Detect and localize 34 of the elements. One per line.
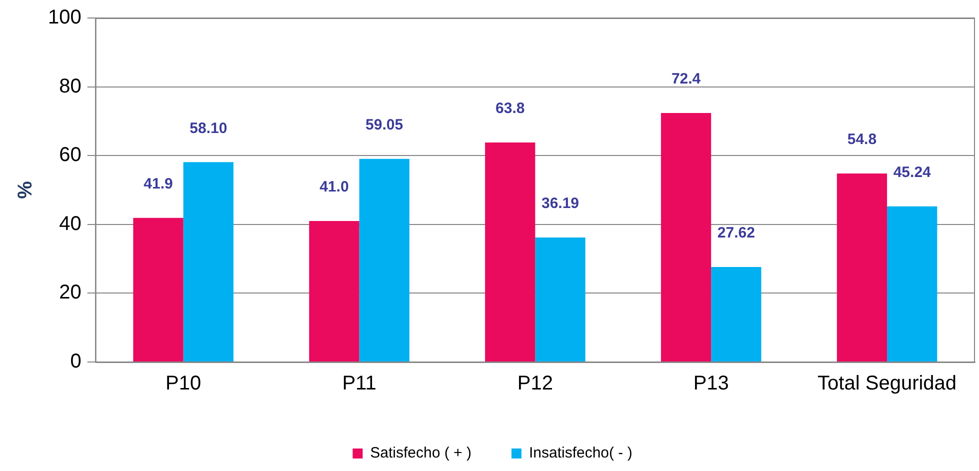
bar <box>183 162 234 362</box>
bar <box>535 238 586 362</box>
data-label: 27.62 <box>717 224 755 242</box>
bar <box>133 218 184 362</box>
x-tick-label: P13 <box>693 372 729 395</box>
data-label: 41.9 <box>144 176 173 193</box>
y-tick-label: 0 <box>70 350 82 373</box>
bar <box>836 173 888 362</box>
y-tick-label: 80 <box>59 75 82 98</box>
bar <box>359 158 410 362</box>
legend-label: Satisfecho ( + ) <box>370 444 472 462</box>
y-tick-label: 20 <box>59 282 82 304</box>
x-tick-label: P10 <box>166 372 202 395</box>
x-tick-label: P11 <box>342 372 376 395</box>
bar <box>660 112 712 362</box>
data-label: 36.19 <box>541 195 580 212</box>
data-label: 58.10 <box>190 120 228 137</box>
bar <box>887 206 938 362</box>
x-tick-label: P12 <box>517 372 553 395</box>
data-label: 45.24 <box>893 164 932 182</box>
data-label: 54.8 <box>847 131 877 148</box>
y-tick-label: 60 <box>59 144 82 166</box>
y-tick-label: 40 <box>59 212 82 235</box>
y-axis-title: % <box>14 180 37 199</box>
data-label: 41.0 <box>320 178 349 196</box>
bar <box>485 142 536 362</box>
x-tick-label: Total Seguridad <box>818 372 957 395</box>
data-label: 59.05 <box>366 116 404 134</box>
bar <box>711 266 762 362</box>
data-label: 63.8 <box>496 100 525 118</box>
legend-label: Insatisfecho( - ) <box>528 444 632 462</box>
data-label: 72.4 <box>671 70 702 88</box>
y-tick-label: 100 <box>48 6 82 29</box>
bar <box>309 220 360 362</box>
